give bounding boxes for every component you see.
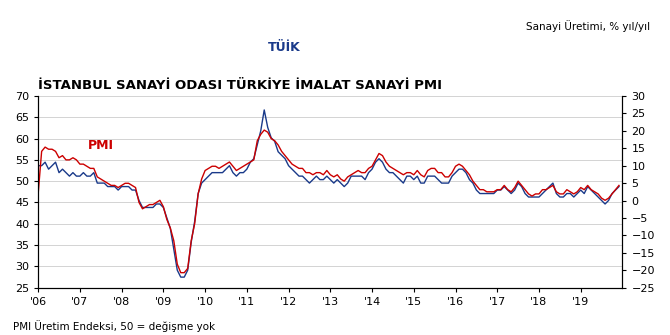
Text: İSTANBUL SANAYİ ODASI TÜRKİYE İMALAT SANAYİ PMI: İSTANBUL SANAYİ ODASI TÜRKİYE İMALAT SAN… [38, 79, 442, 92]
Text: Sanayi Üretimi, % yıl/yıl: Sanayi Üretimi, % yıl/yıl [526, 20, 650, 32]
Text: PMI Üretim Endeksi, 50 = değişme yok: PMI Üretim Endeksi, 50 = değişme yok [13, 320, 216, 332]
Text: TÜİK: TÜİK [268, 41, 300, 54]
Text: PMI: PMI [88, 139, 115, 152]
